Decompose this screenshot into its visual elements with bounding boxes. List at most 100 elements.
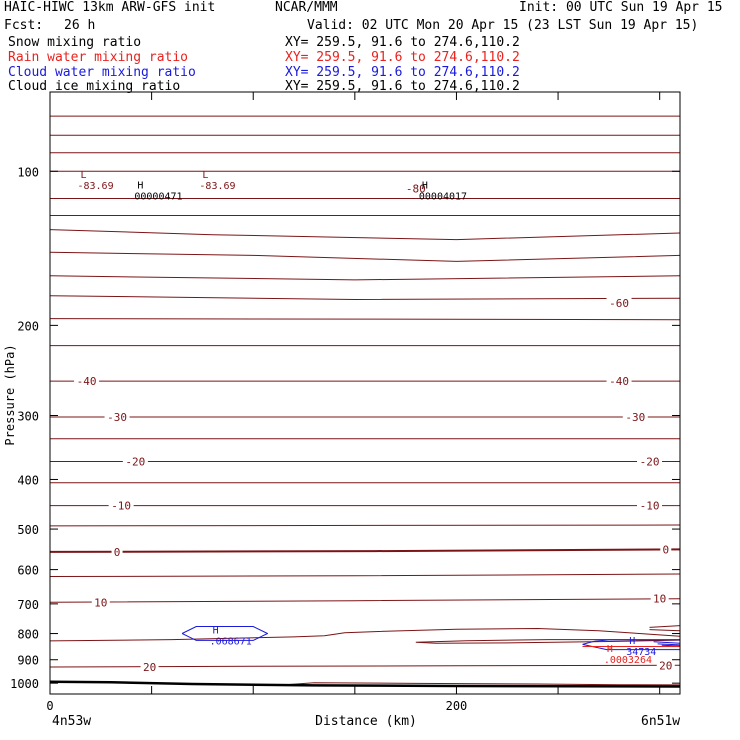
contour-line-18: [50, 524, 680, 527]
contour-line-24: [649, 625, 680, 628]
y-tick-label-6: 700: [17, 598, 39, 612]
contour-line-8: [50, 275, 680, 281]
field-xy-rain: XY= 259.5, 91.6 to 274.6,110.2: [285, 50, 520, 65]
contour-line-23: [415, 639, 680, 644]
y-tick-label-8: 900: [17, 654, 39, 668]
valid-time: Valid: 02 UTC Mon 20 Apr 15 (23 LST Sun …: [307, 18, 699, 33]
isotherm-label-bg-11: [660, 543, 672, 556]
forecast-hour-value: 26 h: [64, 18, 96, 33]
field-xy-cloud-ice: XY= 259.5, 91.6 to 274.6,110.2: [285, 79, 520, 94]
extremum-marker-2: H: [137, 180, 143, 191]
y-tick-label-5: 600: [17, 564, 39, 578]
isotherm-label-12: 10: [94, 596, 107, 609]
isotherm-label-5: -20: [640, 456, 660, 469]
contour-line-19: [50, 548, 680, 553]
isotherm-label-bg-3: [622, 410, 648, 423]
model-title: HAIC-HIWC 13km ARW-GFS init: [4, 0, 216, 15]
contour-labels: -40 -40 -30 -30 -20 -20 -10 -10 -60 -80 0 0 10 10 20 20…: [74, 170, 675, 674]
isotherm-label-bg-4: [122, 455, 148, 468]
isotherm-label-bg-14: [140, 661, 159, 674]
contour-line-7: [50, 251, 680, 262]
y-tick-label-7: 800: [17, 628, 39, 642]
isotherm-label-4: -20: [125, 456, 145, 469]
isotherm-label-3: -30: [625, 411, 645, 424]
field-name-cloud-water: Cloud water mixing ratio: [8, 65, 196, 80]
contour-line-33: [661, 644, 680, 647]
extremum-marker-6: H: [607, 644, 613, 655]
y-axis-title: Pressure (hPa): [3, 344, 17, 445]
x-tick-label-0: 0: [46, 699, 53, 713]
y-tick-label-1: 200: [17, 319, 39, 333]
isotherm-label-bg-7: [637, 499, 663, 512]
contour-line-27: [283, 682, 680, 686]
extremum-value-0: -83.69: [77, 181, 113, 192]
contour-line-21: [50, 598, 680, 603]
field-name-rain: Rain water mixing ratio: [8, 50, 189, 65]
contour-line-6: [50, 229, 680, 241]
isotherm-label-bg-6: [108, 499, 134, 512]
isotherm-label-bg-5: [637, 455, 663, 468]
extremum-marker-4: H: [213, 626, 219, 637]
extremum-value-6: .0003264: [604, 655, 652, 666]
organization-label: NCAR/MMM: [275, 0, 338, 15]
contour-line-32: [657, 643, 680, 646]
extremum-value-1: -83.69: [199, 181, 235, 192]
isotherm-label-15: 20: [659, 659, 672, 672]
isotherm-label-14: 20: [143, 661, 156, 674]
field-name-snow: Snow mixing ratio: [8, 35, 142, 50]
y-tick-label-0: 100: [17, 165, 39, 179]
contour-line-22: [50, 628, 680, 642]
extremum-value-5: 34734: [626, 647, 656, 658]
isotherm-label-9: -80: [406, 182, 426, 195]
contour-lines: [50, 115, 680, 688]
isotherm-label-bg-13: [650, 592, 669, 605]
init-time: Init: 00 UTC Sun 19 Apr 15: [519, 0, 723, 15]
extremum-value-4: .068671: [210, 637, 252, 648]
y-tick-label-3: 400: [17, 473, 39, 487]
forecast-hour-label: Fcst:: [4, 18, 44, 33]
x-start-location: 4n53w: [52, 714, 91, 729]
isotherm-label-bg-15: [656, 659, 675, 672]
isotherm-label-8: -60: [609, 297, 629, 310]
isotherm-label-10: 0: [114, 546, 121, 559]
extremum-marker-0: L: [80, 170, 86, 181]
contour-line-10: [50, 318, 680, 321]
extremum-marker-5: H: [629, 636, 635, 647]
isotherm-label-bg-12: [91, 596, 110, 609]
isotherm-label-bg-9: [403, 182, 429, 195]
contour-line-29: [181, 626, 268, 641]
extremum-marker-1: L: [202, 170, 208, 181]
field-name-cloud-ice: Cloud ice mixing ratio: [8, 79, 181, 94]
contour-line-25: [649, 629, 680, 632]
isotherm-label-bg-1: [606, 375, 632, 388]
extremum-marker-3: H: [422, 180, 428, 191]
isotherm-label-6: -10: [111, 500, 131, 513]
contour-line-30: [582, 639, 680, 651]
y-tick-label-4: 500: [17, 523, 39, 537]
isotherm-label-11: 0: [662, 543, 669, 556]
contour-line-31: [653, 641, 680, 644]
isotherm-label-7: -10: [640, 500, 660, 513]
isotherm-label-bg-10: [111, 545, 123, 558]
isotherm-label-0: -40: [77, 375, 97, 388]
y-tick-label-2: 300: [17, 410, 39, 424]
isotherm-label-2: -30: [107, 411, 127, 424]
x-axis-title: Distance (km): [315, 714, 417, 729]
contour-line-9: [50, 295, 680, 300]
isotherm-label-1: -40: [609, 375, 629, 388]
field-xy-snow: XY= 259.5, 91.6 to 274.6,110.2: [285, 35, 520, 50]
y-tick-label-9: 1000: [10, 677, 39, 691]
contour-line-28: [50, 680, 680, 688]
contour-line-20: [50, 573, 680, 577]
x-tick-label-1: 200: [446, 699, 468, 713]
field-xy-cloud-water: XY= 259.5, 91.6 to 274.6,110.2: [285, 65, 520, 80]
plot-frame: [49, 91, 681, 695]
isotherm-label-13: 10: [653, 593, 666, 606]
isotherm-label-bg-8: [606, 297, 632, 310]
extremum-value-3: 00004017: [419, 191, 467, 202]
isotherm-label-bg-0: [74, 375, 100, 388]
x-end-location: 6n51w: [641, 714, 680, 729]
isotherm-label-bg-2: [104, 410, 130, 423]
